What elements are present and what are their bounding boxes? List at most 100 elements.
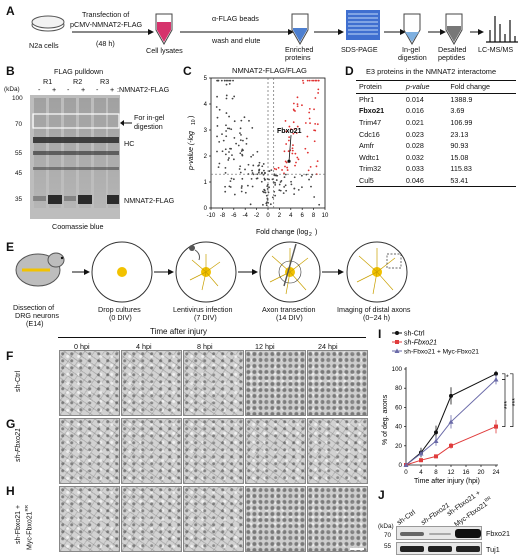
volcano-point (296, 96, 299, 99)
cell-pvalue: 0.033 (405, 164, 424, 174)
volcano-point (279, 189, 282, 192)
volcano-point (269, 203, 272, 206)
y-tick-label: 3 (204, 128, 208, 134)
panel-label-b: B (6, 64, 15, 78)
volcano-point (290, 128, 292, 131)
legend-sh-fbxo21: sh-Fbxo21 (404, 340, 437, 347)
marker-j-55: 55 (384, 543, 392, 550)
micrograph-f-4 (121, 350, 182, 416)
volcano-point (229, 79, 232, 82)
volcano-point (260, 180, 263, 183)
label-ingel-b1: For in-gel (134, 113, 165, 122)
table-header-row: Protein p-value Fold change (356, 81, 516, 94)
chart-xlabel: Time after injury (hpi) (414, 478, 480, 485)
label-drg: DRG neurons (15, 311, 59, 320)
volcano-point (292, 144, 294, 147)
drg-workflow (15, 241, 408, 303)
sig-bracket (510, 373, 514, 427)
volcano-point (245, 137, 248, 140)
volcano-point (240, 190, 243, 193)
panel-label-a: A (6, 4, 15, 18)
volcano-point (243, 116, 246, 119)
cell-protein: Amfr (359, 141, 375, 151)
cell-protein: Phr1 (359, 94, 375, 104)
blot-tuj1 (396, 542, 482, 555)
label-sds: SDS-PAGE (341, 45, 378, 54)
table-row: Wdtc1 0.032 15.08 (356, 152, 516, 164)
volcano-point (239, 152, 242, 155)
label-14div: (14 DIV) (276, 313, 303, 322)
tube-digest-icon (403, 13, 421, 46)
y-tick-label: 40 (395, 424, 402, 431)
svg-text:): ) (315, 229, 317, 236)
cell-pvalue: 0.032 (405, 152, 424, 162)
volcano-point (228, 83, 231, 85)
volcano-point (275, 168, 278, 171)
volcano-point (274, 194, 277, 197)
cell-pvalue: 0.014 (405, 94, 424, 104)
volcano-point (218, 140, 221, 143)
cell-protein: Fbxo21 (359, 106, 385, 116)
row-label-rescue-2-text: Myc-Fbxo21 (26, 511, 34, 550)
label-transection: Axon transection (262, 305, 316, 314)
x-tick-label: 4 (419, 469, 423, 476)
micrograph-h-4 (121, 486, 182, 552)
cell-fold: 15.08 (450, 152, 469, 162)
volcano-point (292, 121, 295, 124)
volcano-point (308, 79, 311, 82)
volcano-point (245, 142, 248, 145)
volcano-point (239, 127, 242, 130)
x-tick-label: 16 (463, 469, 470, 476)
y-tick-label: 2 (204, 154, 208, 160)
data-point (403, 462, 409, 467)
micrograph-f-12 (245, 350, 306, 416)
volcano-point (311, 79, 314, 82)
volcano-point (232, 178, 235, 181)
volcano-point (287, 150, 290, 153)
volcano-point (278, 189, 281, 192)
volcano-point (268, 178, 270, 181)
panel-label-f: F (6, 349, 14, 363)
volcano-point (313, 196, 316, 198)
sign-3: - (67, 85, 70, 94)
volcano-point (290, 183, 293, 186)
construct-label: :NMNAT2-FLAG (117, 85, 170, 94)
volcano-point (262, 203, 264, 206)
time-0hpi: 0 hpi (74, 342, 90, 351)
label-0-24h: (0~24 h) (363, 313, 390, 322)
volcano-point (284, 184, 287, 187)
micrograph-f-24 (307, 350, 368, 416)
volcano-point (216, 116, 219, 119)
volcano-point (263, 189, 266, 192)
volcano-point (224, 153, 227, 156)
volcano-point (256, 150, 259, 153)
volcano-point (285, 189, 288, 192)
panel-label-j: J (378, 488, 385, 502)
volcano-point (262, 163, 265, 165)
e3-table: Protein p-value Fold change Phr1 0.014 138… (356, 80, 516, 188)
arrow-ingel-icon (120, 120, 132, 126)
cell-protein: Wdtc1 (359, 152, 380, 162)
kda-label: (kDa) (4, 86, 20, 93)
label-7div: (7 DIV) (194, 313, 217, 322)
marker-j-70: 70 (384, 532, 392, 539)
kda-label-j: (kDa) (378, 523, 394, 530)
volcano-point (247, 163, 250, 166)
volcano-point (264, 191, 267, 194)
volcano-point (293, 193, 296, 196)
label-e14: (E14) (26, 319, 44, 328)
volcano-point (317, 88, 320, 91)
volcano-point (309, 122, 311, 125)
volcano-point (265, 202, 268, 205)
volcano-xlabel: Fold change (log (256, 229, 308, 236)
volcano-point (230, 177, 233, 180)
cell-pvalue: 0.016 (405, 106, 424, 116)
volcano-point (242, 149, 244, 152)
gel-title: FLAG pulldown (54, 67, 104, 76)
data-point (449, 443, 453, 448)
label-beads: α-FLAG beads (212, 14, 259, 23)
volcano-point (314, 122, 317, 125)
volcano-point (232, 158, 235, 161)
marker-45: 45 (15, 170, 23, 177)
band-tuj1: Tuj1 (486, 545, 500, 554)
